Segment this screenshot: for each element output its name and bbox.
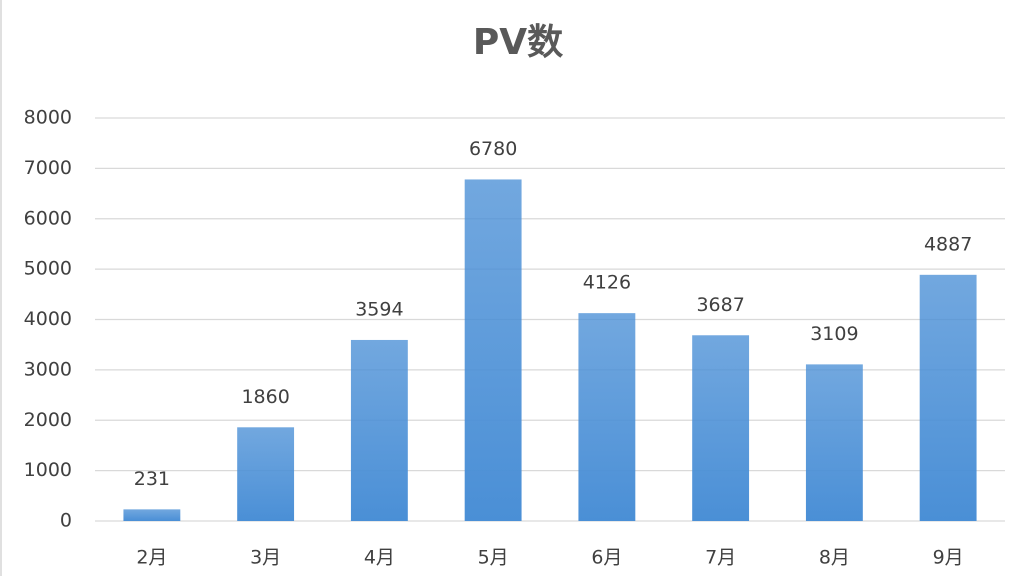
bar [350,339,408,521]
value-label: 231 [134,468,170,490]
bar [919,274,977,521]
y-tick-label: 2000 [24,409,72,431]
bar [237,427,295,521]
y-tick-label: 4000 [24,308,72,330]
value-label: 3109 [810,323,858,345]
bar [464,179,522,521]
bar [123,509,181,521]
y-tick-label: 7000 [24,157,72,179]
bar [805,364,863,521]
x-tick-label: 4月 [364,547,395,569]
x-tick-label: 7月 [705,547,736,569]
y-tick-label: 8000 [24,107,72,129]
x-tick-label: 5月 [478,547,509,569]
y-tick-label: 5000 [24,258,72,280]
y-tick-label: 1000 [24,459,72,481]
y-tick-label: 3000 [24,358,72,380]
bar [578,313,636,521]
value-label: 3594 [355,298,403,320]
value-label: 1860 [241,386,289,408]
x-tick-label: 8月 [819,547,850,569]
value-label: 4126 [583,272,631,294]
value-label: 4887 [924,233,972,255]
y-tick-label: 6000 [24,207,72,229]
x-tick-label: 9月 [933,547,964,569]
x-tick-label: 2月 [136,547,167,569]
bar [692,335,750,521]
y-tick-label: 0 [60,510,72,532]
value-label: 6780 [469,138,517,160]
x-tick-label: 3月 [250,547,281,569]
x-tick-label: 6月 [591,547,622,569]
value-label: 3687 [696,294,744,316]
chart-title: PV数 [473,22,563,63]
